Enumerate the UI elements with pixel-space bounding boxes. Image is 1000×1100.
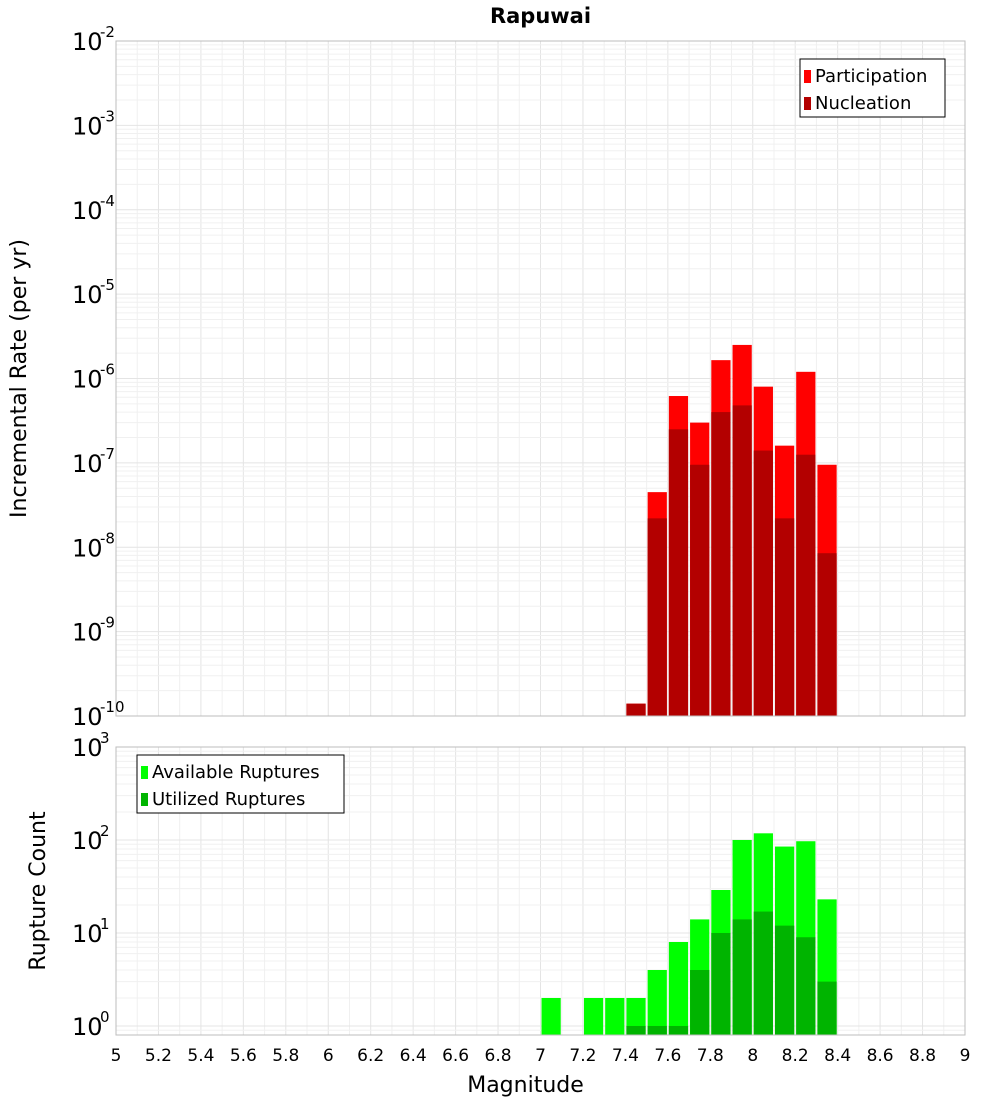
- plot-frame: [115, 40, 966, 717]
- bar-utilized-ruptures: [732, 919, 752, 1035]
- bar-available-ruptures: [605, 997, 625, 1035]
- y-tick-label: 10: [72, 366, 103, 394]
- legend-label: Utilized Ruptures: [152, 789, 305, 810]
- bar-available-ruptures: [583, 997, 604, 1035]
- y-tick-label: 10: [72, 281, 103, 309]
- legend-swatch: [804, 97, 811, 110]
- x-tick-label: 6.8: [485, 1046, 512, 1066]
- legend: Participation Nucleation: [799, 58, 946, 118]
- y-tick-exponent: -4: [100, 192, 115, 210]
- bar-nucleation: [732, 405, 752, 716]
- y-tick-exponent: -10: [100, 698, 125, 716]
- y-tick-label: 10: [72, 112, 103, 140]
- x-tick-label: 7.8: [697, 1046, 724, 1066]
- y-tick-exponent: 3: [100, 729, 110, 747]
- bar-utilized-ruptures: [690, 969, 710, 1035]
- legend-label: Nucleation: [815, 93, 911, 114]
- y-tick-label: 10: [72, 450, 103, 478]
- x-tick-label: 6.4: [400, 1046, 427, 1066]
- y-tick-exponent: -6: [100, 361, 115, 379]
- y-tick-exponent: 0: [100, 1008, 110, 1026]
- chart-panel-0: 10-1010-910-810-710-610-510-410-310-2Inc…: [7, 4, 966, 731]
- legend: Available Ruptures Utilized Ruptures: [136, 754, 345, 814]
- legend-label: Participation: [815, 66, 927, 87]
- legend-swatch: [804, 70, 811, 83]
- plot-frame: [115, 746, 966, 1036]
- bar-nucleation: [753, 450, 773, 716]
- x-tick-label: 5.8: [272, 1046, 299, 1066]
- bar-nucleation: [626, 703, 646, 716]
- x-tick-label: 8: [747, 1046, 758, 1066]
- x-tick-label: 7.6: [654, 1046, 681, 1066]
- y-tick-label: 10: [72, 534, 103, 562]
- x-tick-label: 8.4: [824, 1046, 851, 1066]
- x-tick-label: 6: [323, 1046, 334, 1066]
- bar-utilized-ruptures: [626, 1025, 646, 1035]
- y-tick-exponent: -2: [100, 23, 115, 41]
- y-tick-label: 10: [72, 920, 103, 948]
- bar-available-ruptures: [647, 969, 667, 1035]
- x-tick-label: 8.2: [782, 1046, 809, 1066]
- x-tick-label: 5.2: [145, 1046, 172, 1066]
- bar-utilized-ruptures: [817, 981, 837, 1035]
- bar-available-ruptures: [541, 997, 561, 1035]
- y-axis-label: Incremental Rate (per yr): [7, 239, 32, 518]
- bar-utilized-ruptures: [774, 925, 795, 1035]
- x-tick-label: 7.4: [612, 1046, 639, 1066]
- x-tick-label: 9: [960, 1046, 971, 1066]
- bar-nucleation: [796, 454, 816, 716]
- y-axis-label: Rupture Count: [26, 811, 51, 971]
- bar-nucleation: [817, 553, 837, 716]
- bar-nucleation: [668, 429, 689, 716]
- x-tick-label: 8.6: [867, 1046, 894, 1066]
- x-tick-label: 6.6: [442, 1046, 469, 1066]
- bar-nucleation: [647, 518, 667, 716]
- y-tick-exponent: -9: [100, 614, 115, 632]
- legend-box: [136, 754, 345, 814]
- bar-utilized-ruptures: [711, 932, 731, 1035]
- bar-utilized-ruptures: [753, 911, 773, 1035]
- bar-nucleation: [774, 518, 795, 716]
- y-tick-label: 10: [72, 827, 103, 855]
- x-tick-label: 6.2: [357, 1046, 384, 1066]
- bar-utilized-ruptures: [647, 1025, 667, 1035]
- y-tick-exponent: -3: [100, 107, 115, 125]
- y-tick-label: 10: [72, 197, 103, 225]
- x-axis-label: Magnitude: [467, 1073, 584, 1098]
- y-tick-exponent: 2: [100, 822, 110, 840]
- y-tick-label: 10: [72, 1013, 103, 1041]
- bar-utilized-ruptures: [668, 1025, 689, 1035]
- y-tick-exponent: -7: [100, 445, 115, 463]
- x-tick-label: 5.4: [187, 1046, 214, 1066]
- bar-nucleation: [690, 464, 710, 716]
- x-tick-label: 5: [111, 1046, 122, 1066]
- bar-utilized-ruptures: [796, 937, 816, 1035]
- y-tick-label: 10: [72, 619, 103, 647]
- legend-swatch: [141, 766, 148, 779]
- y-tick-exponent: -8: [100, 529, 115, 547]
- y-tick-label: 10: [72, 28, 103, 56]
- x-tick-label: 5.6: [230, 1046, 257, 1066]
- bar-nucleation: [711, 412, 731, 716]
- legend-box: [799, 58, 946, 118]
- y-tick-exponent: 1: [100, 915, 110, 933]
- bar-available-ruptures: [626, 997, 646, 1035]
- y-tick-label: 10: [72, 703, 103, 731]
- x-tick-label: 7.2: [569, 1046, 596, 1066]
- chart-title: Rapuwai: [490, 4, 591, 28]
- legend-swatch: [141, 793, 148, 806]
- y-tick-label: 10: [72, 734, 103, 762]
- legend-label: Available Ruptures: [152, 762, 320, 783]
- y-tick-exponent: -5: [100, 276, 115, 294]
- x-tick-label: 8.8: [909, 1046, 936, 1066]
- bar-available-ruptures: [668, 942, 689, 1035]
- x-tick-label: 7: [535, 1046, 546, 1066]
